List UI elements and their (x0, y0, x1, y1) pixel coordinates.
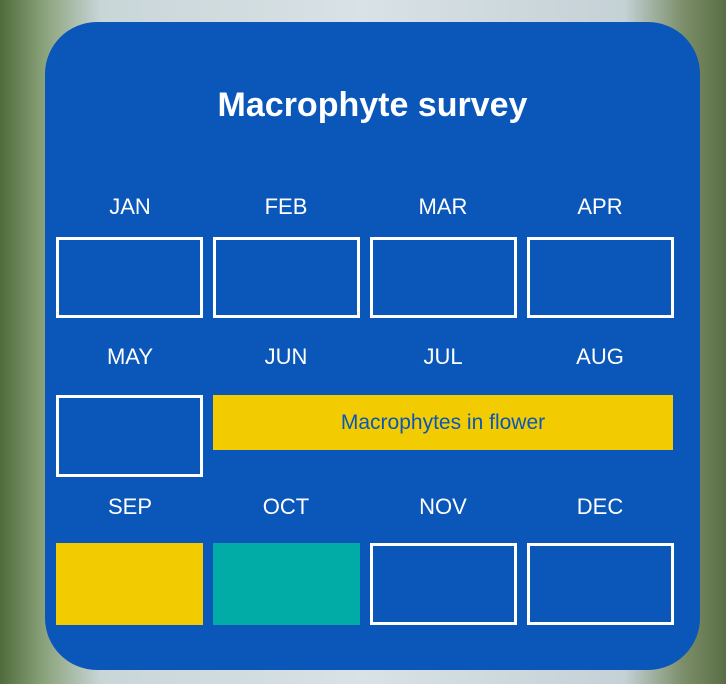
month-box (527, 237, 674, 318)
month-label: JUL (370, 344, 516, 370)
month-label: DEC (527, 494, 673, 520)
month-box (56, 237, 203, 318)
month-label: APR (527, 194, 673, 220)
month-label: MAY (57, 344, 203, 370)
month-label: SEP (57, 494, 203, 520)
month-box-yellow (56, 543, 203, 625)
month-label: JAN (57, 194, 203, 220)
month-label: MAR (370, 194, 516, 220)
month-label: AUG (527, 344, 673, 370)
flower-period: Macrophytes in flower (213, 395, 673, 450)
month-label: OCT (213, 494, 359, 520)
month-box (56, 395, 203, 477)
month-box (370, 237, 517, 318)
month-label: FEB (213, 194, 359, 220)
month-box (213, 237, 360, 318)
page: Macrophyte survey JAN FEB MAR APR MAY JU… (0, 0, 726, 684)
month-box (370, 543, 517, 625)
month-label: NOV (370, 494, 516, 520)
month-box-teal (213, 543, 360, 625)
month-box (527, 543, 674, 625)
title: Macrophyte survey (45, 86, 700, 125)
month-label: JUN (213, 344, 359, 370)
